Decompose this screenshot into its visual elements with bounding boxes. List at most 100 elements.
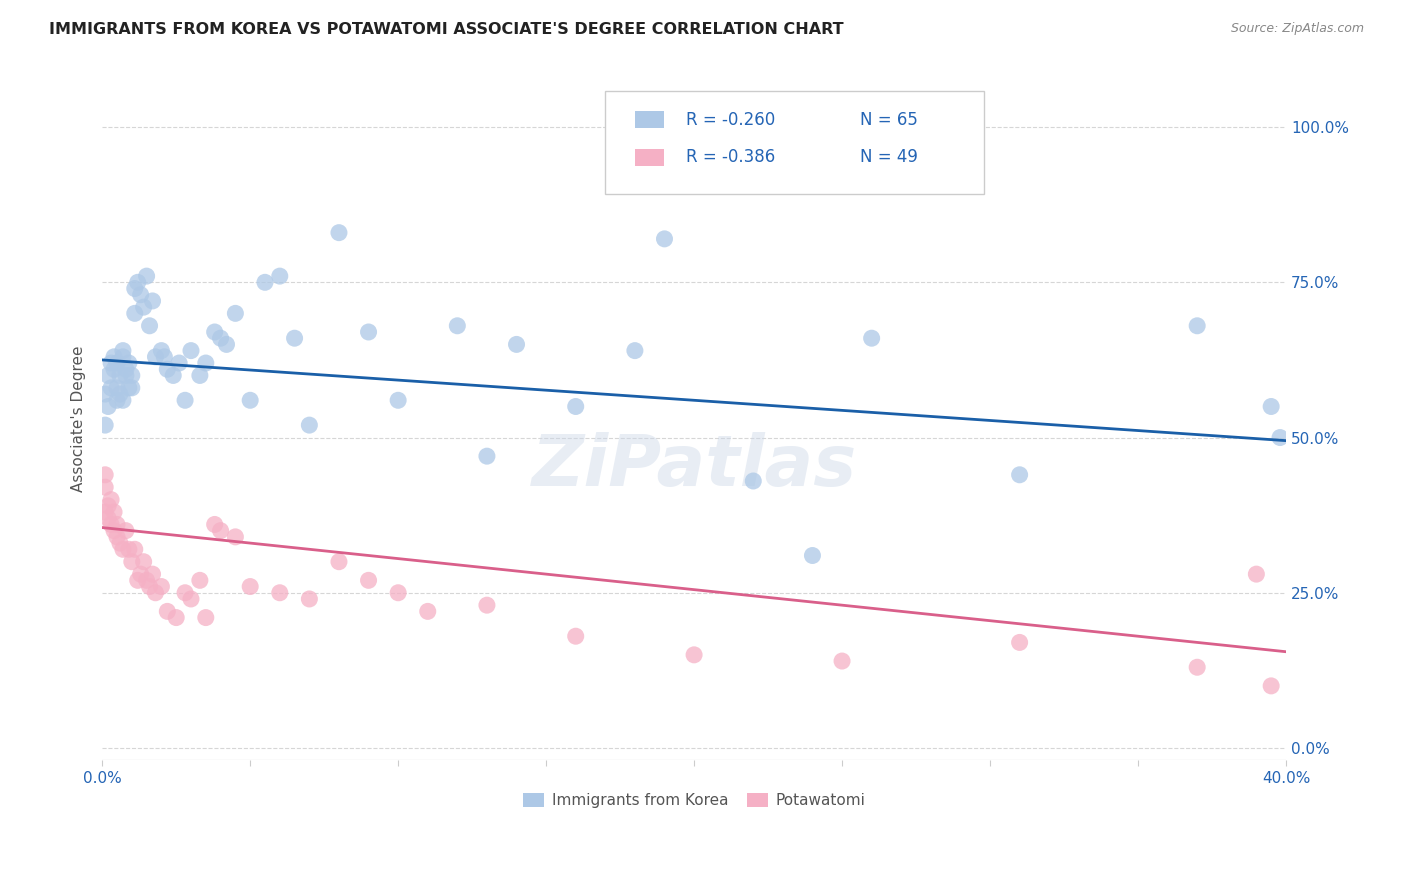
Point [224, 306, 246, 320]
Point [124, 542, 146, 557]
Text: R = -0.260: R = -0.260 [686, 111, 775, 128]
Point [357, 325, 380, 339]
Point [94, 418, 117, 433]
Point [475, 598, 498, 612]
Point [298, 418, 321, 433]
Point [150, 580, 173, 594]
Point [111, 542, 134, 557]
Point [97, 368, 120, 383]
Point [108, 387, 131, 401]
Point [111, 343, 134, 358]
Point [624, 343, 647, 358]
Point [103, 350, 125, 364]
Point [654, 232, 676, 246]
Point [162, 368, 184, 383]
Point [135, 574, 157, 588]
Point [505, 337, 527, 351]
Point [1008, 467, 1031, 482]
Text: ZiPatlas: ZiPatlas [531, 433, 856, 501]
Text: R = -0.386: R = -0.386 [686, 148, 775, 166]
Point [115, 368, 138, 383]
Point [446, 318, 468, 333]
Point [1268, 431, 1291, 445]
Point [174, 586, 197, 600]
Point [1260, 679, 1282, 693]
Point [180, 343, 202, 358]
Point [328, 226, 350, 240]
Point [118, 542, 141, 557]
Point [97, 400, 120, 414]
Point [100, 492, 122, 507]
Point [135, 269, 157, 284]
Point [683, 648, 706, 662]
Point [132, 555, 155, 569]
Point [94, 505, 117, 519]
Point [564, 400, 586, 414]
Bar [636, 149, 665, 166]
Point [105, 530, 128, 544]
Point [475, 449, 498, 463]
Point [124, 306, 146, 320]
Point [145, 586, 167, 600]
Point [94, 480, 117, 494]
Point [97, 499, 120, 513]
Point [224, 530, 246, 544]
Point [127, 574, 149, 588]
Point [124, 281, 146, 295]
Bar [636, 112, 665, 128]
Point [153, 350, 176, 364]
Point [1185, 318, 1208, 333]
Point [1246, 567, 1268, 582]
Point [156, 362, 179, 376]
FancyBboxPatch shape [606, 91, 984, 194]
Point [194, 356, 217, 370]
Point [141, 567, 163, 582]
Point [118, 381, 141, 395]
Point [150, 343, 173, 358]
Point [188, 574, 211, 588]
Point [105, 393, 128, 408]
Point [121, 368, 143, 383]
Point [141, 293, 163, 308]
Point [284, 331, 307, 345]
Point [298, 591, 321, 606]
Point [138, 318, 160, 333]
Point [209, 524, 232, 538]
Point [103, 362, 125, 376]
Point [188, 368, 211, 383]
Point [387, 586, 409, 600]
Legend: Immigrants from Korea, Potawatomi: Immigrants from Korea, Potawatomi [516, 787, 872, 814]
Point [105, 381, 128, 395]
Point [94, 467, 117, 482]
Point [239, 580, 262, 594]
Point [121, 555, 143, 569]
Point [387, 393, 409, 408]
Text: Source: ZipAtlas.com: Source: ZipAtlas.com [1230, 22, 1364, 36]
Point [100, 517, 122, 532]
Point [105, 356, 128, 370]
Point [357, 574, 380, 588]
Point [742, 474, 765, 488]
Point [103, 524, 125, 538]
Point [860, 331, 883, 345]
Point [831, 654, 853, 668]
Text: N = 49: N = 49 [860, 148, 918, 166]
Point [269, 586, 291, 600]
Point [174, 393, 197, 408]
Point [204, 517, 226, 532]
Point [129, 567, 152, 582]
Point [132, 300, 155, 314]
Point [156, 604, 179, 618]
Point [253, 276, 276, 290]
Point [1008, 635, 1031, 649]
Point [1260, 400, 1282, 414]
Point [239, 393, 262, 408]
Point [111, 393, 134, 408]
Point [97, 511, 120, 525]
Point [204, 325, 226, 339]
Text: IMMIGRANTS FROM KOREA VS POTAWATOMI ASSOCIATE'S DEGREE CORRELATION CHART: IMMIGRANTS FROM KOREA VS POTAWATOMI ASSO… [49, 22, 844, 37]
Point [165, 610, 187, 624]
Text: N = 65: N = 65 [860, 111, 918, 128]
Point [108, 536, 131, 550]
Point [105, 517, 128, 532]
